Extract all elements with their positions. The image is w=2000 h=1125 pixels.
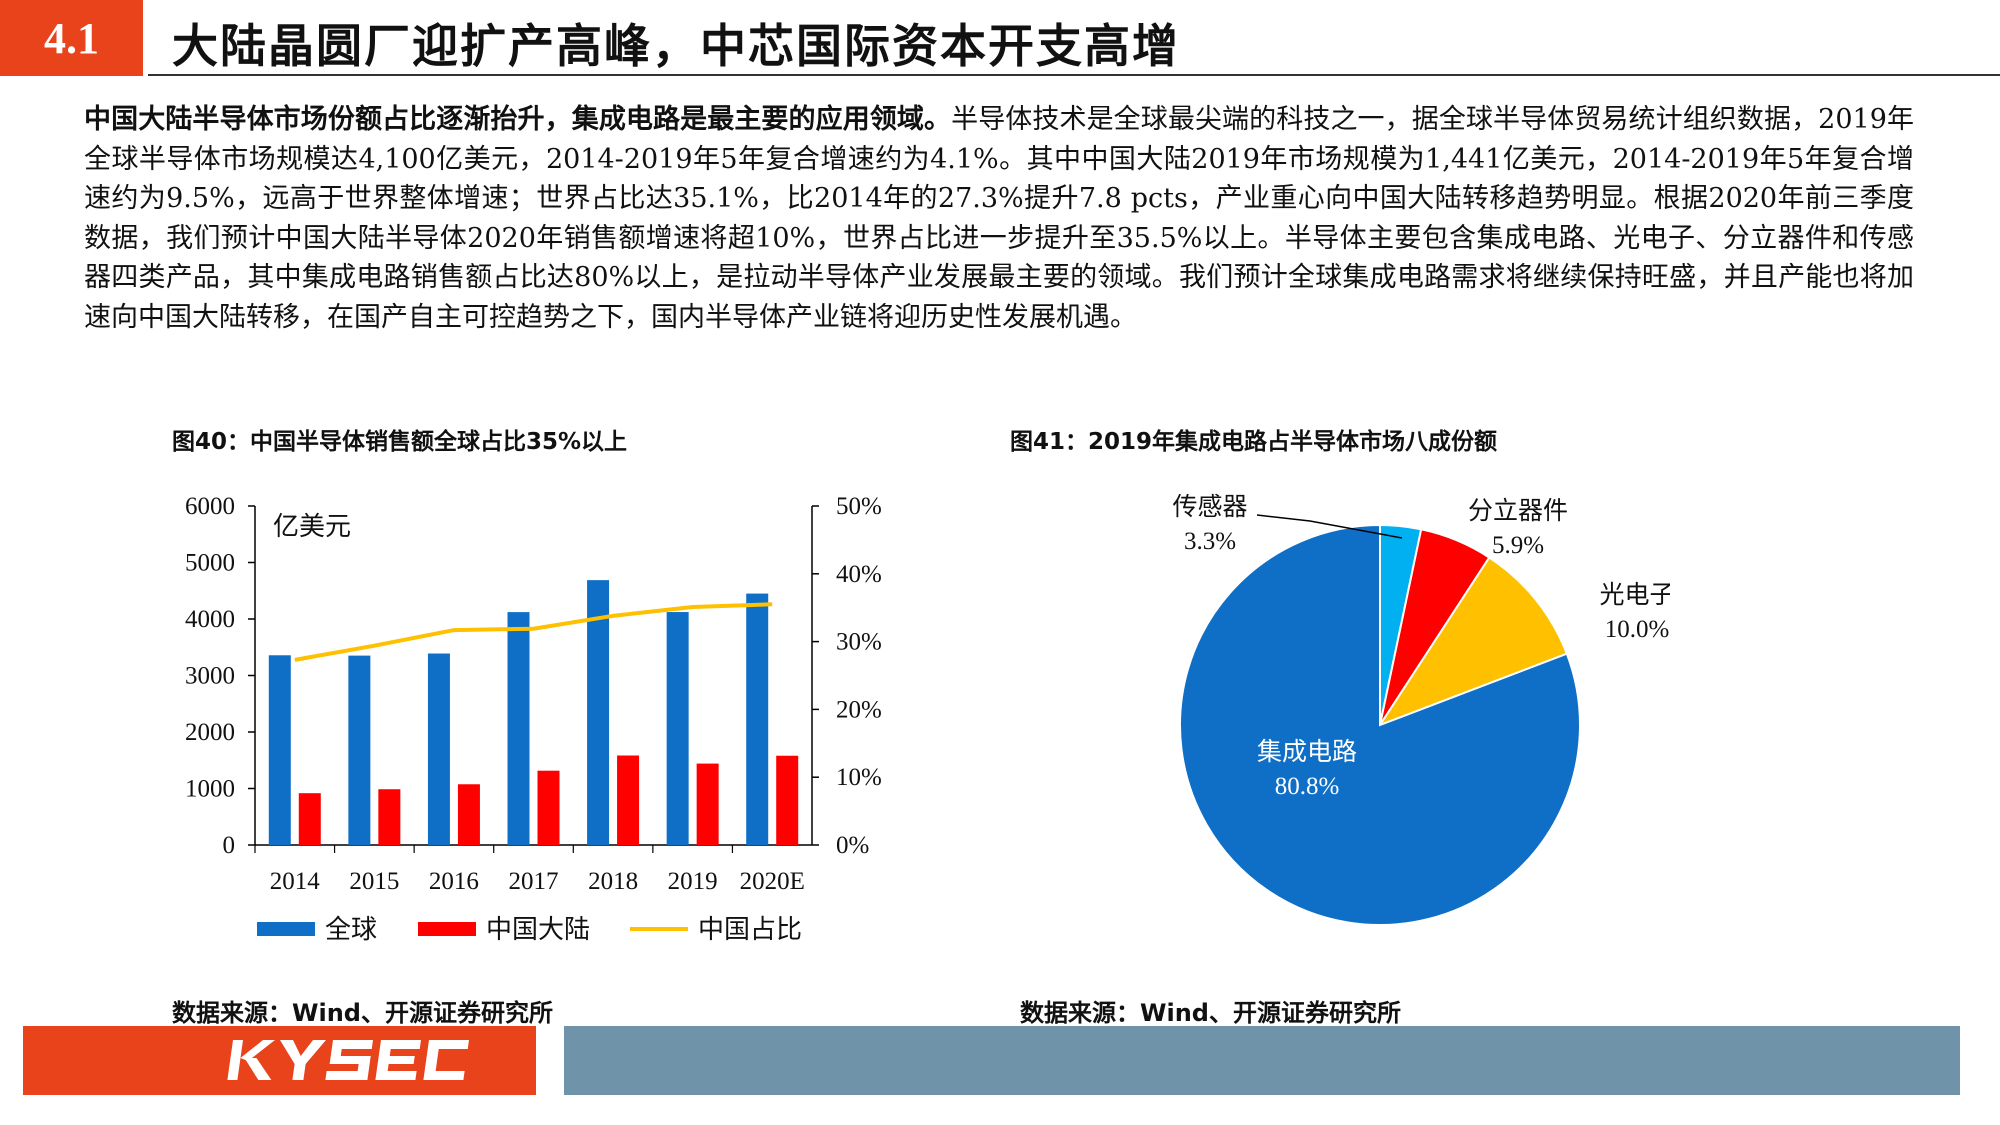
y-tick-label: 3000 [185,663,235,690]
bar-global-2018 [587,580,610,845]
x-tick-label: 2014 [270,868,321,895]
y2-tick-label: 20% [836,696,882,723]
fig40-title: 图40：中国半导体销售额全球占比35%以上 [172,429,628,455]
footer-bar [564,1026,1960,1095]
intro-lead: 中国大陆半导体市场份额占比逐渐抬升，集成电路是最主要的应用领域。 [84,104,952,135]
bar-global-2016 [427,653,450,845]
sales-bar-chart: 0 1000 2000 3000 4000 5000 6000 0% 10% 20% 30% 40% 5… [185,493,882,944]
pie-label-0: 传感器 [1172,493,1247,521]
y2-tick-label: 50% [836,493,882,520]
legend-label-global: 全球 [325,915,377,944]
y2-tick-label: 40% [836,561,882,588]
y-tick-label: 0 [223,832,236,859]
section-number: 4.1 [0,0,143,76]
x-tick-label: 2018 [588,868,638,895]
bar-china-2014 [298,793,321,845]
bar-china-2020E [776,755,799,845]
y-axis-unit: 亿美元 [273,512,351,541]
x-tick-label: 2019 [668,868,718,895]
pie-value-3: 80.8% [1275,773,1340,800]
pie-label-2: 光电子 [1599,581,1670,609]
bar-global-2017 [507,612,530,845]
pie-label-3: 集成电路 [1257,738,1357,766]
x-tick-label: 2016 [429,868,479,895]
intro-paragraph: 中国大陆半导体市场份额占比逐渐抬升，集成电路是最主要的应用领域。半导体技术是全球… [84,100,1914,337]
bar-global-2019 [666,612,689,845]
y2-tick-label: 10% [836,764,882,791]
page-title: 大陆晶圆厂迎扩产高峰，中芯国际资本开支高增 [172,19,1180,73]
bar-global-2014 [268,655,291,845]
pie-value-0: 3.3% [1184,528,1236,555]
y-tick-label: 2000 [185,719,235,746]
fig41-title: 图41：2019年集成电路占半导体市场八成份额 [1010,429,1498,455]
pie-slice-3 [1179,523,1581,926]
pie-slice-2 [1377,556,1569,728]
x-tick-label: 2017 [509,868,559,895]
bar-global-2015 [348,655,371,845]
x-tick-label: 2020E [740,868,805,895]
y-tick-label: 4000 [185,606,235,633]
source-note-left: 数据来源：Wind、开源证券研究所 [172,999,553,1027]
bar-china-2015 [378,789,401,845]
pie-value-1: 5.9% [1492,532,1544,559]
legend-swatch-global [257,922,315,936]
line-china-share [294,602,773,662]
bar-global-2020E [746,593,769,845]
bar-china-2017 [537,770,560,845]
kysec-logo [23,1026,536,1095]
bar-china-2018 [617,755,640,845]
intro-body: 半导体技术是全球最尖端的科技之一，据全球半导体贸易统计组织数据，2019年全球半… [84,104,1914,333]
pie-leader-line [1256,514,1403,539]
x-tick-label: 2015 [349,868,399,895]
bar-china-2019 [696,763,719,845]
source-note-right: 数据来源：Wind、开源证券研究所 [1020,999,1401,1027]
y-tick-label: 5000 [185,550,235,577]
bar-china-2016 [457,784,480,845]
y-tick-label: 1000 [185,776,235,803]
pie-label-1: 分立器件 [1468,497,1568,525]
segment-pie-chart: 传感器 3.3% 分立器件 5.9% 光电子 10.0% 集成电路 80.8% [1172,493,1670,926]
y2-tick-label: 0% [836,832,869,859]
legend-swatch-china [418,922,476,936]
pie-value-2: 10.0% [1605,616,1670,643]
legend-label-share: 中国占比 [698,915,802,944]
legend-label-china: 中国大陆 [486,915,590,944]
y-tick-label: 6000 [185,493,235,520]
y2-tick-label: 30% [836,629,882,656]
title-divider [148,74,2000,76]
